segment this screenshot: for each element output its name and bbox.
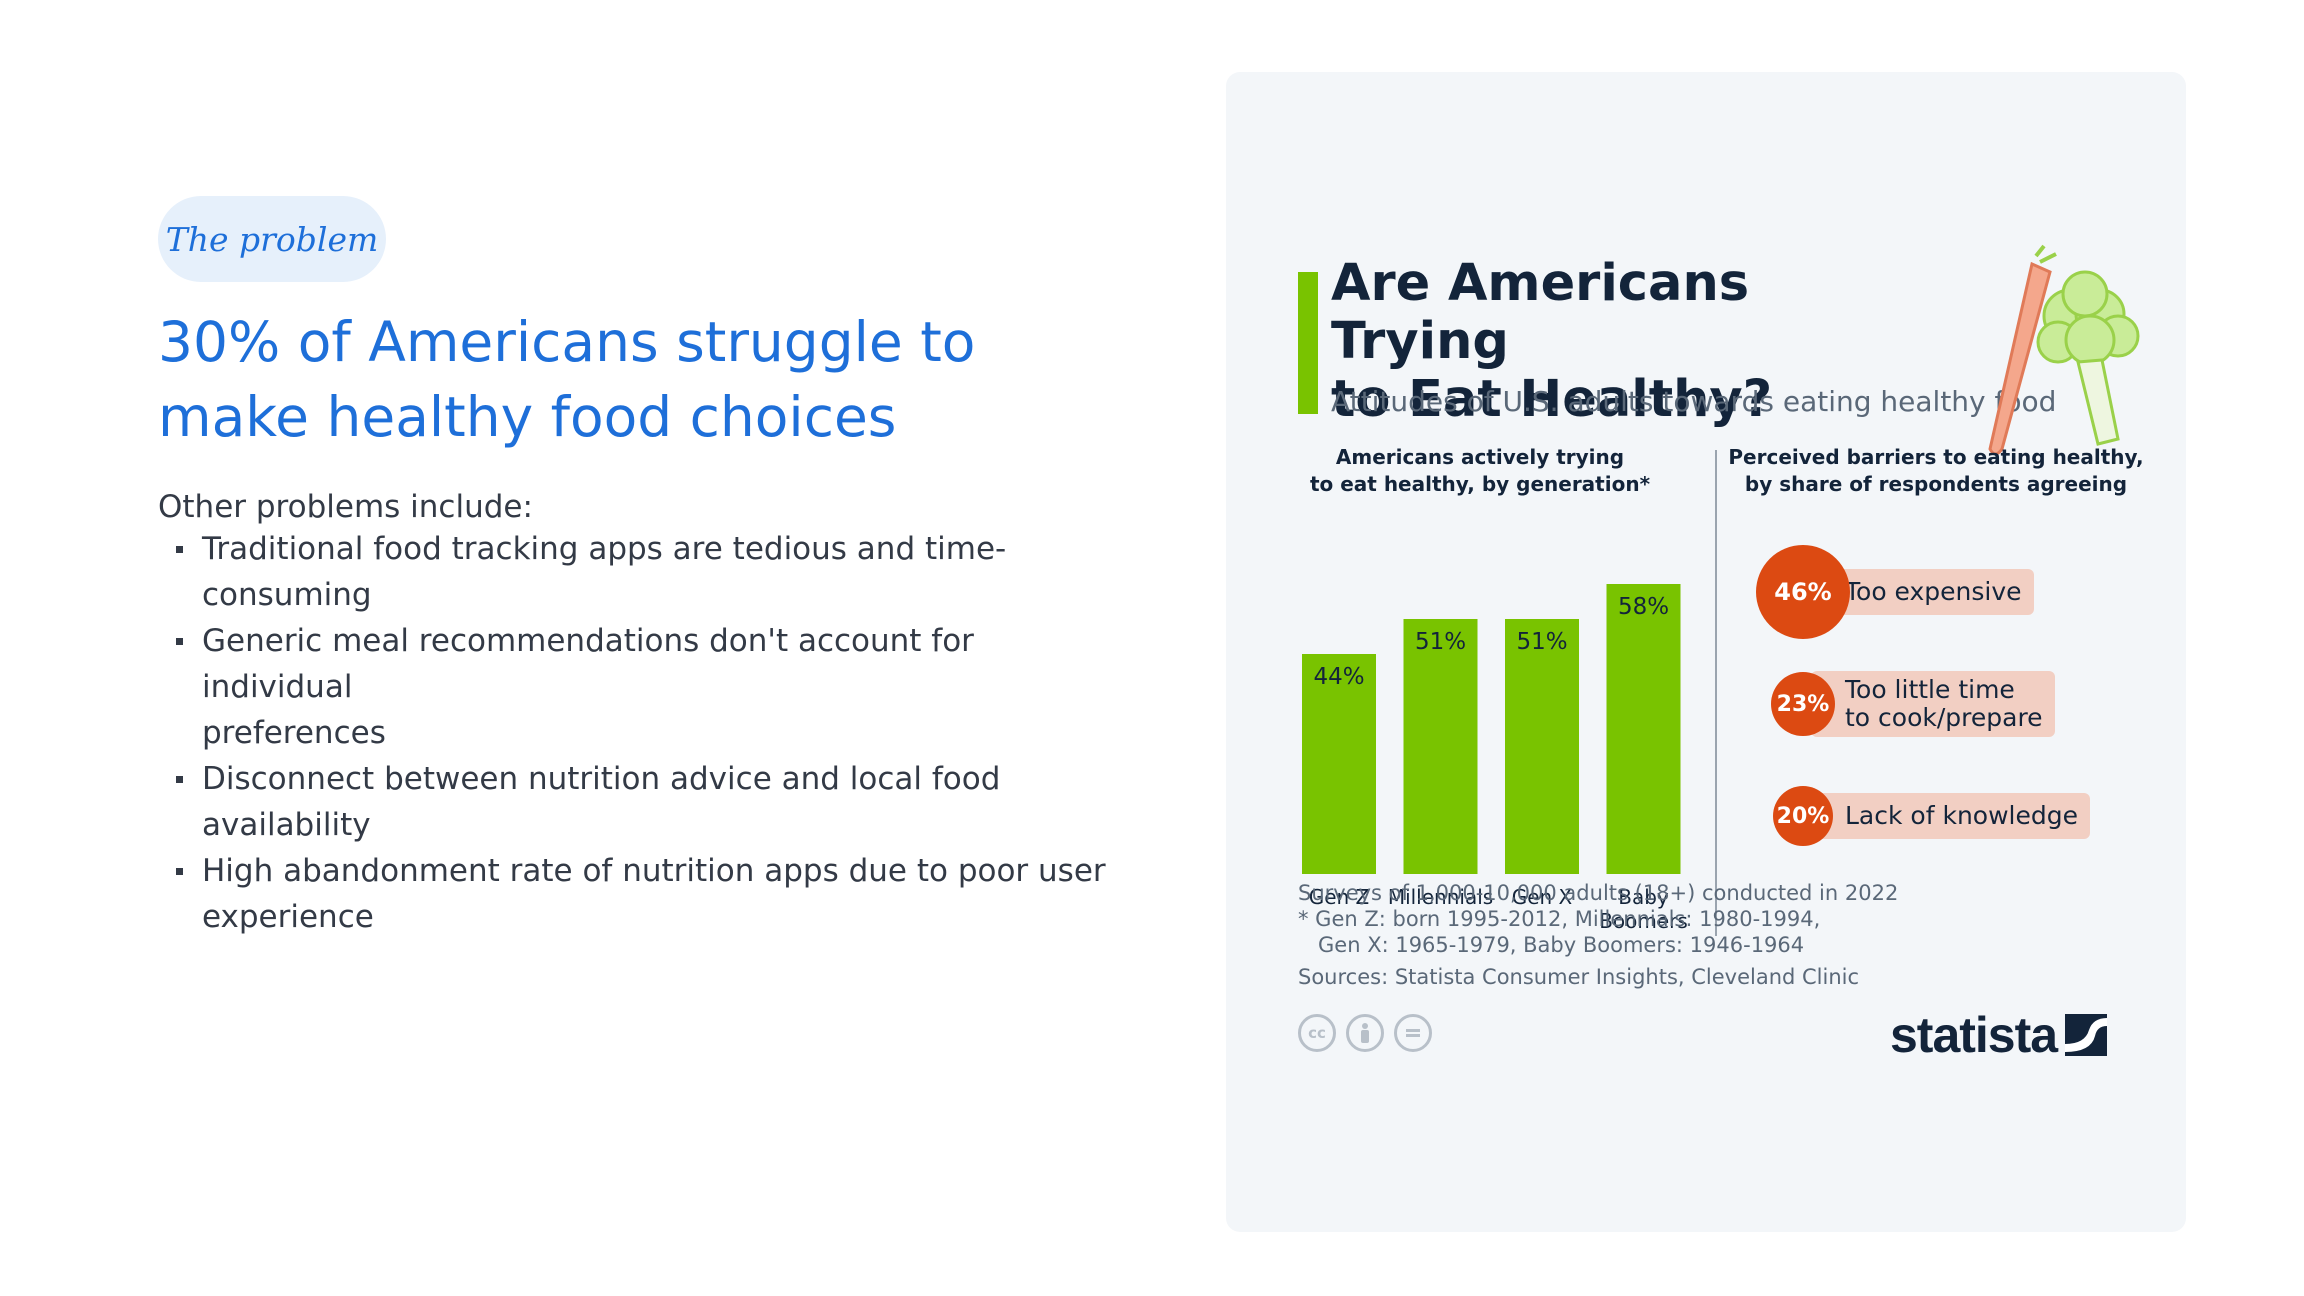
problem-item: Generic meal recommendations don't accou… [158, 618, 1108, 756]
problem-item: Disconnect between nutrition advice and … [158, 756, 1108, 848]
brand-name: statista [1890, 1007, 2058, 1063]
barrier-value-circle: 46% [1756, 545, 1850, 639]
barrier-item: Too little time to cook/prepare 23% [1756, 654, 2156, 754]
problem-text: preferences [202, 715, 386, 751]
bar-value-label: 58% [1618, 594, 1669, 620]
problems-intro: Other problems include: [158, 489, 533, 525]
bar-1 [1403, 619, 1478, 874]
category-label: Gen X [1512, 885, 1573, 909]
vegetables-illustration-icon [1988, 244, 2140, 456]
chart-notes: Surveys of 1,000-10,000 adults (18+) con… [1298, 880, 1998, 990]
barrier-label: Too expensive [1811, 569, 2034, 615]
bar-2 [1505, 619, 1579, 874]
note-line: Surveys of 1,000-10,000 adults (18+) con… [1298, 881, 1899, 905]
bar-value-label: 51% [1516, 629, 1567, 655]
problem-item: High abandonment rate of nutrition apps … [158, 848, 1108, 940]
barrier-label-line: Too expensive [1845, 577, 2022, 606]
note-line: Gen X: 1965-1979, Baby Boomers: 1946-196… [1298, 933, 1805, 957]
bar-value-label: 44% [1313, 664, 1364, 690]
left-panel-title-line: Americans actively trying [1335, 445, 1625, 469]
problems-list: Traditional food tracking apps are tedio… [158, 526, 1108, 940]
right-panel-title: Perceived barriers to eating healthy, by… [1726, 444, 2146, 498]
barrier-label-line: to cook/prepare [1845, 703, 2043, 732]
generation-bar-chart: 44% Gen Z 51% Millennials 51% Gen X 58% BabyBoo… [1302, 584, 1688, 933]
problem-text: Disconnect between nutrition advice and … [202, 761, 1001, 797]
left-panel-title: Americans actively trying to eat healthy… [1300, 444, 1660, 498]
no-derivatives-icon[interactable] [1394, 1014, 1432, 1052]
problem-item: Traditional food tracking apps are tedio… [158, 526, 1108, 618]
headline-line-1: 30% of Americans struggle to [158, 310, 976, 374]
problem-text: consuming [202, 577, 372, 613]
headline: 30% of Americans struggle to make health… [158, 305, 1118, 455]
section-tag-label: The problem [165, 219, 379, 259]
sources-line: Sources: Statista Consumer Insights, Cle… [1298, 965, 1860, 989]
creative-commons-icon[interactable]: cc [1298, 1014, 1336, 1052]
problem-text: availability [202, 807, 371, 843]
chart-title: Are Americans Trying to Eat Healthy? [1331, 255, 1891, 429]
panel-divider [1715, 450, 1717, 936]
chart-title-line-1: Are Americans Trying [1331, 254, 1750, 371]
bar-0 [1302, 654, 1376, 874]
license-icons: cc [1298, 1014, 1432, 1052]
headline-line-2: make healthy food choices [158, 385, 897, 449]
section-tag: The problem [158, 196, 386, 282]
problem-text: Traditional food tracking apps are tedio… [202, 531, 1007, 567]
right-panel-title-line: Perceived barriers to eating healthy, [1728, 445, 2144, 469]
infographic-card: Are Americans Trying to Eat Healthy? Att… [1226, 72, 2186, 1232]
right-panel-title-line: by share of respondents agreeing [1744, 472, 2128, 496]
statista-mark-icon [2065, 1014, 2108, 1056]
category-label: Baby [1618, 885, 1669, 909]
barrier-label-line: Too little time [1845, 675, 2015, 704]
barrier-label-line: Lack of knowledge [1845, 801, 2078, 830]
category-label: Gen Z [1309, 885, 1370, 909]
barrier-label: Too little time to cook/prepare [1811, 671, 2055, 737]
bar-3 [1606, 584, 1681, 874]
category-label: Boomers [1599, 909, 1688, 933]
problem-text: Generic meal recommendations don't accou… [202, 623, 974, 705]
problem-text: High abandonment rate of nutrition apps … [202, 853, 1106, 889]
chart-title-line-2: to Eat Healthy? [1331, 370, 1773, 429]
left-panel-title-line: to eat healthy, by generation* [1309, 472, 1651, 496]
barrier-item: Lack of knowledge 20% [1756, 766, 2156, 866]
attribution-person-icon[interactable] [1346, 1014, 1384, 1052]
barrier-item: Too expensive 46% [1756, 542, 2156, 642]
bar-value-label: 51% [1415, 629, 1466, 655]
problem-text: experience [202, 899, 374, 935]
note-line: * Gen Z: born 1995-2012, Millennials: 19… [1298, 907, 1821, 931]
barrier-value-circle: 20% [1773, 786, 1833, 846]
barrier-label: Lack of knowledge [1811, 793, 2090, 839]
barrier-value-circle: 23% [1771, 672, 1835, 736]
statista-logo[interactable]: statista [1890, 1006, 2108, 1064]
category-label: Millennials [1388, 885, 1493, 909]
title-accent-bar [1298, 272, 1318, 414]
chart-subtitle: Attitudes of U.S. adults towards eating … [1331, 385, 2057, 418]
